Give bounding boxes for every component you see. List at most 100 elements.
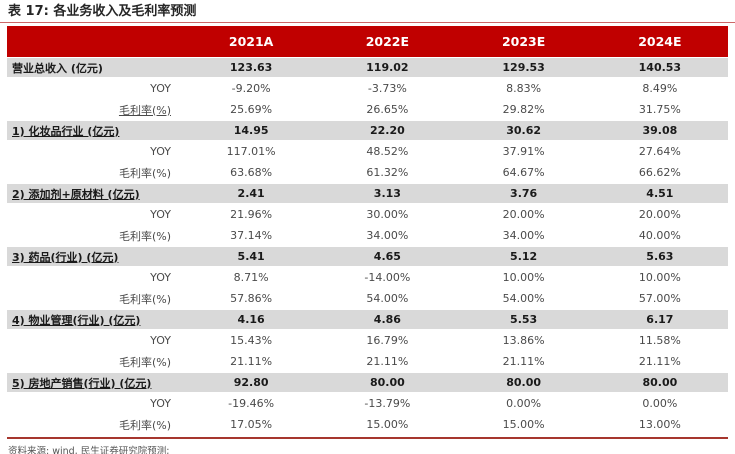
cell-value: 117.01% (226, 145, 276, 158)
cell-value: -9.20% (231, 82, 271, 95)
cell-value: 26.65% (366, 103, 409, 116)
cell-value: 20.00% (502, 208, 545, 221)
cell-value: 5.12 (510, 250, 538, 263)
cell-value: 29.82% (502, 103, 545, 116)
table-row: 2) 添加剂+原材料 (亿元) 2.41 3.13 3.76 4.51 (7, 183, 728, 204)
row-label: YOY (150, 271, 171, 284)
row-label: YOY (150, 82, 171, 95)
column-header: 2023E (501, 34, 546, 49)
cell-value: -13.79% (364, 397, 411, 410)
table-row: YOY 8.71% -14.00% 10.00% 10.00% (7, 267, 728, 288)
cell-value: 20.00% (638, 208, 681, 221)
cell-value: 17.05% (230, 418, 273, 431)
cell-value: 5.41 (237, 250, 265, 263)
row-label: 毛利率(%) (118, 355, 171, 369)
table-row: YOY -19.46% -13.79% 0.00% 0.00% (7, 393, 728, 414)
cell-value: 8.49% (642, 82, 678, 95)
cell-value: 4.51 (646, 187, 674, 200)
cell-value: 54.00% (502, 292, 545, 305)
cell-value: 64.67% (502, 166, 545, 179)
row-label: 毛利率(%) (118, 103, 171, 117)
cell-value: 40.00% (638, 229, 681, 242)
cell-value: -14.00% (364, 271, 411, 284)
cell-value: 119.02 (366, 61, 409, 74)
table-header-row: 2021A 2022E 2023E 2024E (7, 26, 728, 57)
cell-value: 34.00% (502, 229, 545, 242)
cell-value: 15.00% (502, 418, 545, 431)
cell-value: 10.00% (638, 271, 681, 284)
cell-value: 10.00% (502, 271, 545, 284)
table-body: 营业总收入 (亿元) 123.63 119.02 129.53 140.53 YOY -9.… (7, 57, 728, 435)
cell-value: 15.43% (230, 334, 273, 347)
row-label: YOY (150, 208, 171, 221)
table-row: 毛利率(%) 57.86% 54.00% 54.00% 57.00% (7, 288, 728, 309)
cell-value: 21.11% (366, 355, 409, 368)
row-label: 毛利率(%) (118, 229, 171, 243)
cell-value: 4.65 (373, 250, 401, 263)
table-row: 毛利率(%) 17.05% 15.00% 15.00% 13.00% (7, 414, 728, 435)
row-label: 3) 药品(行业) (亿元) (12, 250, 119, 264)
table-row: YOY 15.43% 16.79% 13.86% 11.58% (7, 330, 728, 351)
row-label: YOY (150, 397, 171, 410)
forecast-table: 2021A 2022E 2023E 2024E 营业总收入 (亿元) 123.63 119… (7, 26, 728, 435)
table-row: 毛利率(%) 25.69% 26.65% 29.82% 31.75% (7, 99, 728, 120)
cell-value: -19.46% (228, 397, 275, 410)
table-row: 毛利率(%) 21.11% 21.11% 21.11% 21.11% (7, 351, 728, 372)
cell-value: 21.11% (230, 355, 273, 368)
column-header: 2022E (365, 34, 410, 49)
cell-value: 2.41 (237, 187, 265, 200)
cell-value: 3.13 (373, 187, 401, 200)
cell-value: 30.00% (366, 208, 409, 221)
cell-value: 22.20 (369, 124, 405, 137)
table-row: 毛利率(%) 37.14% 34.00% 34.00% 40.00% (7, 225, 728, 246)
row-label: YOY (150, 145, 171, 158)
column-header: 2021A (228, 34, 274, 49)
row-label: 毛利率(%) (118, 418, 171, 432)
cell-value: 13.00% (638, 418, 681, 431)
table-row: YOY -9.20% -3.73% 8.83% 8.49% (7, 78, 728, 99)
cell-value: 13.86% (502, 334, 545, 347)
cell-value: 123.63 (229, 61, 273, 74)
cell-value: 80.00 (506, 376, 542, 389)
cell-value: 80.00 (369, 376, 405, 389)
cell-value: 11.58% (638, 334, 681, 347)
cell-value: 0.00% (642, 397, 678, 410)
cell-value: 5.53 (510, 313, 538, 326)
cell-value: 54.00% (366, 292, 409, 305)
table-title: 表 17: 各业务收入及毛利率预测 (0, 0, 735, 23)
cell-value: 39.08 (642, 124, 678, 137)
cell-value: 27.64% (638, 145, 681, 158)
row-label: 4) 物业管理(行业) (亿元) (12, 313, 141, 327)
cell-value: 34.00% (366, 229, 409, 242)
table-row: 毛利率(%) 63.68% 61.32% 64.67% 66.62% (7, 162, 728, 183)
row-label: 毛利率(%) (118, 166, 171, 180)
cell-value: 21.11% (502, 355, 545, 368)
cell-value: 37.14% (230, 229, 273, 242)
cell-value: 21.11% (638, 355, 681, 368)
cell-value: 21.96% (230, 208, 273, 221)
table-row: 1) 化妆品行业 (亿元) 14.95 22.20 30.62 39.08 (7, 120, 728, 141)
cell-value: 63.68% (230, 166, 273, 179)
table-row: 4) 物业管理(行业) (亿元) 4.16 4.86 5.53 6.17 (7, 309, 728, 330)
row-label: 1) 化妆品行业 (亿元) (12, 124, 120, 138)
header-label-cell (7, 26, 183, 57)
cell-value: 129.53 (502, 61, 545, 74)
table-row: YOY 21.96% 30.00% 20.00% 20.00% (7, 204, 728, 225)
cell-value: 30.62 (506, 124, 542, 137)
cell-value: 3.76 (510, 187, 538, 200)
cell-value: 48.52% (366, 145, 409, 158)
cell-value: 15.00% (366, 418, 409, 431)
source-note: 资料来源: wind, 民生证券研究院预测; (7, 437, 728, 454)
cell-value: 37.91% (502, 145, 545, 158)
cell-value: 57.00% (638, 292, 681, 305)
cell-value: 92.80 (233, 376, 269, 389)
cell-value: 57.86% (230, 292, 273, 305)
column-header: 2024E (638, 34, 682, 49)
table-row: 营业总收入 (亿元) 123.63 119.02 129.53 140.53 (7, 57, 728, 78)
cell-value: 14.95 (233, 124, 269, 137)
cell-value: 31.75% (638, 103, 681, 116)
cell-value: 61.32% (366, 166, 409, 179)
row-label: 毛利率(%) (118, 292, 171, 306)
row-label: 2) 添加剂+原材料 (亿元) (12, 187, 140, 201)
